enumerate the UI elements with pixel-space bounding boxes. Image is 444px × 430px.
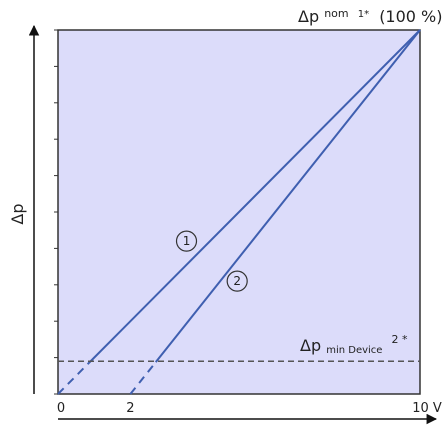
min-device-subscript: min Device bbox=[326, 345, 382, 356]
series-1-marker-label: 1 bbox=[183, 234, 191, 248]
series-1-line bbox=[89, 29, 421, 362]
series-1-marker-circle bbox=[175, 230, 198, 252]
x-tick-labels: 0 2 10 V bbox=[57, 401, 442, 416]
min-device-symbol: Δp bbox=[300, 336, 321, 355]
x-tick-label: 0 bbox=[57, 401, 65, 416]
series-markers: 12 bbox=[175, 230, 248, 292]
series-2-marker-label: 2 bbox=[233, 274, 241, 288]
x-tick-label: 2 bbox=[126, 401, 134, 416]
series-1-dashed-segment bbox=[57, 360, 92, 395]
nominal-pressure-subscript: 1* bbox=[358, 9, 369, 20]
y-axis-label: Δp bbox=[8, 203, 27, 224]
series-2-marker-circle bbox=[226, 270, 248, 292]
series-2-line bbox=[154, 29, 421, 363]
nominal-pressure-annotation: Δp nom 1* (100 %) bbox=[298, 2, 443, 26]
nominal-pressure-superscript: nom bbox=[324, 7, 348, 20]
x-tick-label: 10 V bbox=[412, 401, 442, 416]
min-device-superscript: 2 * bbox=[392, 333, 408, 346]
min-device-pressure-annotation: Δp min Device 2 * bbox=[300, 333, 408, 357]
nominal-pressure-suffix: (100 %) bbox=[379, 7, 442, 26]
y-axis-ticks bbox=[54, 29, 58, 395]
nominal-pressure-symbol: Δp bbox=[298, 7, 319, 26]
series-2-dashed-segment bbox=[129, 361, 157, 395]
series-layer bbox=[57, 29, 421, 395]
